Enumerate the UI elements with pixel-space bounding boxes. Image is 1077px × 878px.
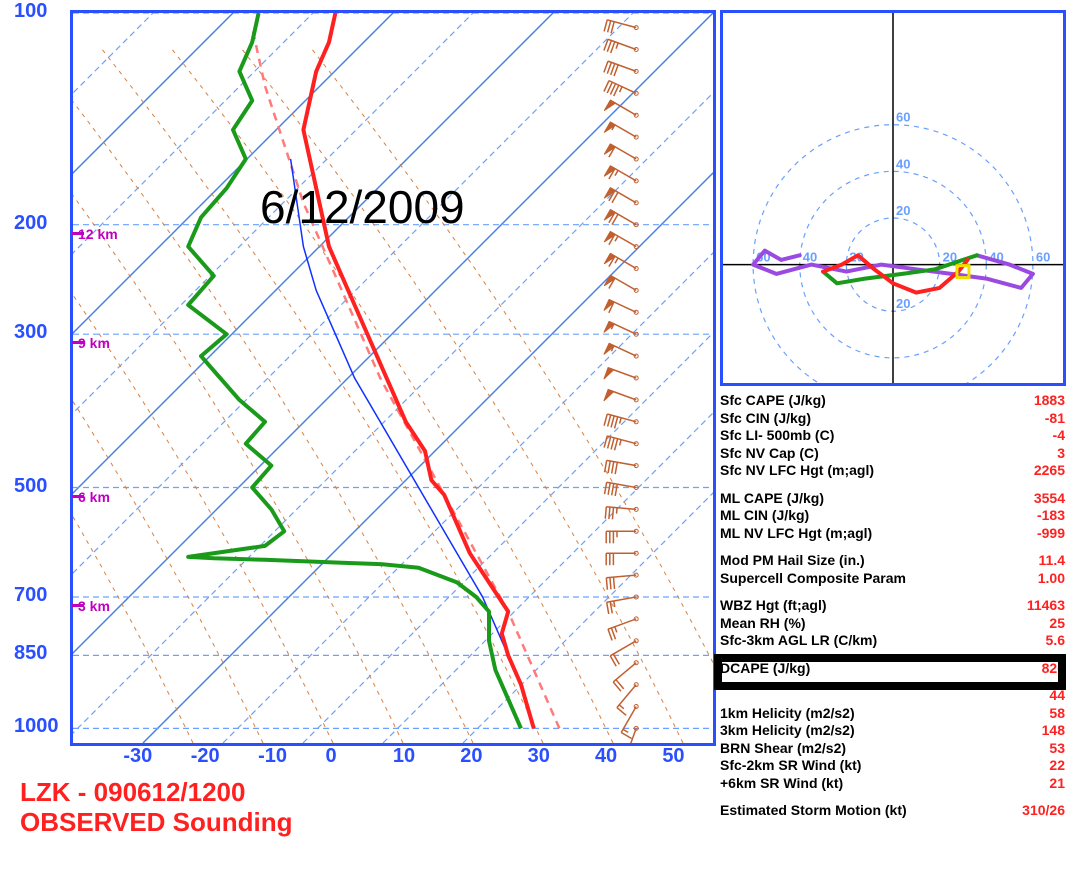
param-value: -81 <box>995 410 1065 428</box>
param-value: 1.00 <box>995 570 1065 588</box>
param-value: 25 <box>995 615 1065 633</box>
param-row: Sfc NV Cap (C) 3 <box>720 445 1065 463</box>
y-tick-200: 200 <box>14 212 47 235</box>
x-tick: 20 <box>460 745 482 768</box>
param-value: 11463 <box>995 597 1065 615</box>
param-label: Supercell Composite Param <box>720 570 906 588</box>
x-tick: 50 <box>662 745 684 768</box>
overlay-date: 6/12/2009 <box>260 180 465 234</box>
param-row: Mod PM Hail Size (in.) 11.4 <box>720 552 1065 570</box>
y-tick-850: 850 <box>14 642 47 665</box>
hodograph-frame: 60402020406020406020 <box>720 10 1066 386</box>
param-label: Sfc NV Cap (C) <box>720 445 819 463</box>
param-value: 310/26 <box>995 802 1065 820</box>
param-value: 53 <box>995 740 1065 758</box>
x-tick: -30 <box>123 745 152 768</box>
param-label: ML NV LFC Hgt (m;agl) <box>720 525 872 543</box>
param-label: 1km Helicity (m2/s2) <box>720 705 855 723</box>
param-row: WBZ Hgt (ft;agl) 11463 <box>720 597 1065 615</box>
param-row: Mean RH (%) 25 <box>720 615 1065 633</box>
y-tick-700: 700 <box>14 584 47 607</box>
param-value: -999 <box>995 525 1065 543</box>
dcape-highlight-box <box>714 654 1066 690</box>
station-title: LZK - 090612/1200 OBSERVED Sounding <box>20 778 293 838</box>
param-row: Sfc NV LFC Hgt (m;agl) 2265 <box>720 462 1065 480</box>
hodograph-svg: 60402020406020406020 <box>723 13 1063 383</box>
param-value: 3 <box>995 445 1065 463</box>
svg-text:20: 20 <box>896 296 910 311</box>
param-label: ML CAPE (J/kg) <box>720 490 824 508</box>
y-tick-100: 100 <box>14 0 47 23</box>
param-row: 1km Helicity (m2/s2) 58 <box>720 705 1065 723</box>
param-value: 2265 <box>995 462 1065 480</box>
param-label: 3km Helicity (m2/s2) <box>720 722 855 740</box>
svg-text:60: 60 <box>1036 250 1050 265</box>
param-label: Sfc-3km AGL LR (C/km) <box>720 632 877 650</box>
param-label: BRN Shear (m2/s2) <box>720 740 846 758</box>
param-label: +6km SR Wind (kt) <box>720 775 843 793</box>
km-label: 6 km <box>78 489 110 505</box>
param-row: ML NV LFC Hgt (m;agl) -999 <box>720 525 1065 543</box>
param-row: ML CAPE (J/kg) 3554 <box>720 490 1065 508</box>
param-row: Sfc CIN (J/kg) -81 <box>720 410 1065 428</box>
skewt-svg <box>73 13 713 743</box>
svg-text:60: 60 <box>896 110 910 125</box>
param-row: Estimated Storm Motion (kt) 310/26 <box>720 802 1065 820</box>
param-value: -183 <box>995 507 1065 525</box>
param-value: 5.6 <box>995 632 1065 650</box>
param-row: Sfc-2km SR Wind (kt) 22 <box>720 757 1065 775</box>
param-label: ML CIN (J/kg) <box>720 507 809 525</box>
station-line1: LZK - 090612/1200 <box>20 777 245 807</box>
y-tick-300: 300 <box>14 321 47 344</box>
km-label: 9 km <box>78 335 110 351</box>
param-label: Sfc-2km SR Wind (kt) <box>720 757 861 775</box>
param-value: 22 <box>995 757 1065 775</box>
param-row: Sfc CAPE (J/kg) 1883 <box>720 392 1065 410</box>
param-label: WBZ Hgt (ft;agl) <box>720 597 827 615</box>
y-tick-1000: 1000 <box>14 715 59 738</box>
param-row: +6km SR Wind (kt) 21 <box>720 775 1065 793</box>
x-tick: -20 <box>191 745 220 768</box>
param-value: 11.4 <box>995 552 1065 570</box>
param-value: 1883 <box>995 392 1065 410</box>
param-label: Sfc CIN (J/kg) <box>720 410 811 428</box>
param-row: BRN Shear (m2/s2) 53 <box>720 740 1065 758</box>
param-row: Sfc LI- 500mb (C) -4 <box>720 427 1065 445</box>
param-label: Mean RH (%) <box>720 615 806 633</box>
x-tick: 10 <box>393 745 415 768</box>
x-tick: 30 <box>528 745 550 768</box>
param-value: 21 <box>995 775 1065 793</box>
param-label: Estimated Storm Motion (kt) <box>720 802 907 820</box>
param-value: 3554 <box>995 490 1065 508</box>
svg-text:40: 40 <box>896 156 910 171</box>
y-tick-500: 500 <box>14 475 47 498</box>
x-tick: 0 <box>325 745 336 768</box>
svg-text:20: 20 <box>896 203 910 218</box>
x-tick: -10 <box>258 745 287 768</box>
station-line2: OBSERVED Sounding <box>20 807 293 837</box>
param-label: Sfc LI- 500mb (C) <box>720 427 834 445</box>
param-row: Supercell Composite Param 1.00 <box>720 570 1065 588</box>
svg-text:40: 40 <box>803 250 817 265</box>
param-row: Sfc-3km AGL LR (C/km) 5.6 <box>720 632 1065 650</box>
param-label: Sfc CAPE (J/kg) <box>720 392 826 410</box>
sounding-root: 1002003005007008501000 12 km9 km6 km3 km… <box>0 0 1077 878</box>
param-row: ML CIN (J/kg) -183 <box>720 507 1065 525</box>
param-label: Sfc NV LFC Hgt (m;agl) <box>720 462 874 480</box>
param-row: 3km Helicity (m2/s2) 148 <box>720 722 1065 740</box>
param-label: Mod PM Hail Size (in.) <box>720 552 865 570</box>
x-tick: 40 <box>595 745 617 768</box>
param-value: 58 <box>995 705 1065 723</box>
param-value: 148 <box>995 722 1065 740</box>
km-label: 3 km <box>78 598 110 614</box>
param-value: -4 <box>995 427 1065 445</box>
skewt-frame <box>70 10 716 746</box>
sounding-parameters: Sfc CAPE (J/kg)1883Sfc CIN (J/kg)-81Sfc … <box>720 392 1065 820</box>
km-label: 12 km <box>78 226 118 242</box>
